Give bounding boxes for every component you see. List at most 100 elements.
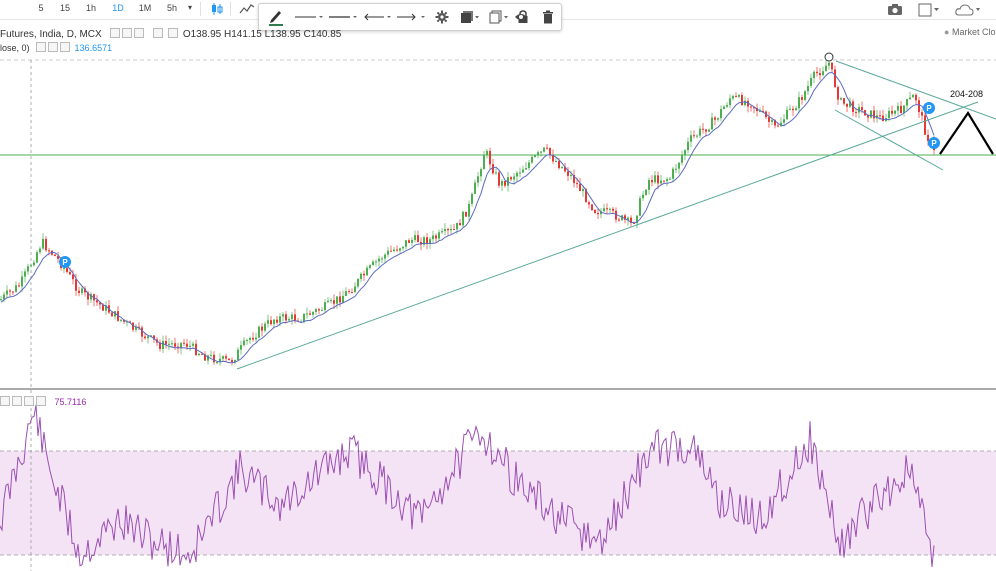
- candle-body: [39, 248, 41, 253]
- pivot-marker[interactable]: P: [928, 137, 940, 149]
- candle-body: [255, 337, 257, 340]
- timeframe-1h[interactable]: 1h: [85, 3, 96, 13]
- ascending-trendline[interactable]: [236, 101, 979, 370]
- candle-body: [393, 249, 395, 252]
- timeframe-5h[interactable]: 5h: [166, 3, 177, 13]
- pin-icon[interactable]: [168, 28, 179, 38]
- candle-body: [360, 273, 362, 279]
- timeframe-1m[interactable]: 1M: [138, 3, 152, 13]
- candle-body: [540, 151, 542, 153]
- toolbar-divider: [200, 2, 201, 16]
- candle-body: [816, 71, 818, 74]
- candle-body: [537, 152, 539, 156]
- candle-body: [423, 237, 425, 245]
- candle-body: [870, 110, 872, 118]
- line-style-icon[interactable]: [293, 4, 325, 30]
- candle-body: [780, 122, 782, 127]
- line-end-icon[interactable]: [361, 4, 393, 30]
- candle-body: [588, 202, 590, 205]
- candle-body: [711, 117, 713, 130]
- layers-icon[interactable]: [457, 4, 483, 30]
- channel-lower-trendline[interactable]: [834, 109, 944, 171]
- arrow-end-icon[interactable]: [395, 4, 427, 30]
- candle-body: [681, 155, 683, 163]
- candle-body: [198, 353, 200, 356]
- candle-body: [495, 172, 497, 174]
- candle-body: [171, 343, 173, 345]
- candle-body: [150, 335, 152, 337]
- candle-body: [897, 105, 899, 111]
- line-width-icon[interactable]: [327, 4, 359, 30]
- symbol-title[interactable]: Futures, India, D, MCX: [0, 29, 102, 40]
- candle-body: [387, 250, 389, 255]
- candle-body: [285, 314, 287, 321]
- candlesticks: [0, 57, 935, 366]
- timeframe-dropdown-icon[interactable]: ▾: [187, 3, 192, 12]
- more-icon[interactable]: [36, 396, 46, 406]
- cloud-save-icon[interactable]: [952, 0, 982, 19]
- pin-icon[interactable]: [153, 28, 164, 38]
- settings-small-icon[interactable]: [122, 28, 133, 38]
- hide-icon[interactable]: [110, 28, 121, 38]
- channel-upper-trendline[interactable]: [835, 60, 996, 120]
- candle-body: [303, 313, 305, 322]
- settings-small-icon[interactable]: [48, 42, 59, 52]
- candle-body: [375, 261, 377, 263]
- candle-body: [567, 171, 569, 176]
- candle-body: [180, 342, 182, 349]
- close-small-icon[interactable]: [60, 42, 71, 52]
- trash-icon[interactable]: [538, 4, 558, 30]
- svg-text:P: P: [62, 258, 68, 267]
- candle-body: [327, 300, 329, 303]
- layout-icon[interactable]: [914, 0, 944, 19]
- ma-label[interactable]: lose, 0): [0, 43, 30, 53]
- candle-body: [231, 360, 233, 363]
- eye-icon[interactable]: [511, 4, 531, 30]
- candle-body: [321, 310, 323, 312]
- candle-body: [744, 100, 746, 106]
- projection-pattern[interactable]: [939, 110, 994, 155]
- pivot-marker[interactable]: P: [59, 256, 71, 268]
- settings-small-icon[interactable]: [12, 396, 22, 406]
- ma-value: 136.6571: [74, 43, 113, 53]
- candle-body: [822, 71, 824, 76]
- settings-icon[interactable]: [431, 4, 453, 30]
- timeframe-5[interactable]: 5: [38, 3, 44, 13]
- candle-body: [576, 183, 578, 185]
- candle-body: [201, 353, 203, 355]
- camera-icon[interactable]: [882, 0, 908, 19]
- candle-body: [450, 229, 452, 231]
- indicators-icon[interactable]: [236, 0, 258, 19]
- candle-body: [546, 147, 548, 149]
- candle-body: [402, 246, 404, 249]
- close-small-icon[interactable]: [24, 396, 34, 406]
- pencil-icon[interactable]: [265, 4, 287, 30]
- candle-body: [912, 94, 914, 98]
- candle-body: [759, 110, 761, 112]
- close-small-icon[interactable]: [134, 28, 145, 38]
- candle-body: [21, 276, 23, 287]
- timeframe-15[interactable]: 15: [59, 3, 70, 13]
- candle-body: [606, 208, 608, 210]
- timeframe-1d[interactable]: 1D: [112, 3, 124, 13]
- candle-body: [519, 172, 521, 174]
- candle-body: [510, 177, 512, 180]
- candle-body: [483, 155, 485, 170]
- candles-chart-type-icon[interactable]: [206, 0, 228, 19]
- candle-body: [753, 107, 755, 109]
- candle-body: [315, 309, 317, 312]
- candle-body: [618, 219, 620, 221]
- trendline-handle[interactable]: [824, 52, 834, 62]
- candle-body: [54, 254, 56, 256]
- candle-body: [444, 229, 446, 232]
- pivot-marker[interactable]: P: [923, 102, 935, 114]
- candle-body: [399, 248, 401, 251]
- hide-icon[interactable]: [0, 396, 10, 406]
- candle-body: [798, 97, 800, 109]
- candle-body: [429, 239, 431, 245]
- candle-body: [474, 182, 476, 194]
- target-annotation[interactable]: 204-208: [950, 89, 984, 99]
- hide-icon[interactable]: [36, 42, 47, 52]
- clone-icon[interactable]: [486, 4, 512, 30]
